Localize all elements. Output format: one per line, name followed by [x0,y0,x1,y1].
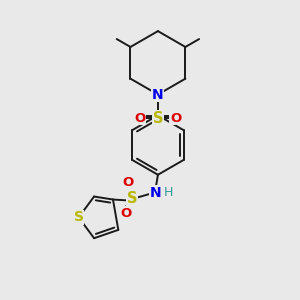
Text: O: O [121,207,132,220]
Text: S: S [153,111,163,126]
Text: O: O [170,112,182,125]
Text: H: H [164,186,173,199]
Text: S: S [127,191,137,206]
Text: O: O [134,112,146,125]
Text: N: N [152,88,164,101]
Text: O: O [123,176,134,189]
Text: N: N [150,186,162,200]
Text: S: S [74,210,84,224]
